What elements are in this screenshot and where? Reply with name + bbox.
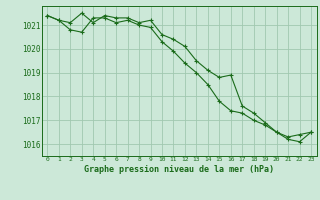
X-axis label: Graphe pression niveau de la mer (hPa): Graphe pression niveau de la mer (hPa) [84,165,274,174]
